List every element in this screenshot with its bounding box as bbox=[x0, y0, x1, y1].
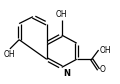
Text: OH: OH bbox=[3, 50, 15, 59]
Text: O: O bbox=[99, 65, 105, 74]
Text: N: N bbox=[63, 69, 70, 78]
Text: OH: OH bbox=[56, 10, 68, 19]
Text: OH: OH bbox=[99, 46, 111, 55]
